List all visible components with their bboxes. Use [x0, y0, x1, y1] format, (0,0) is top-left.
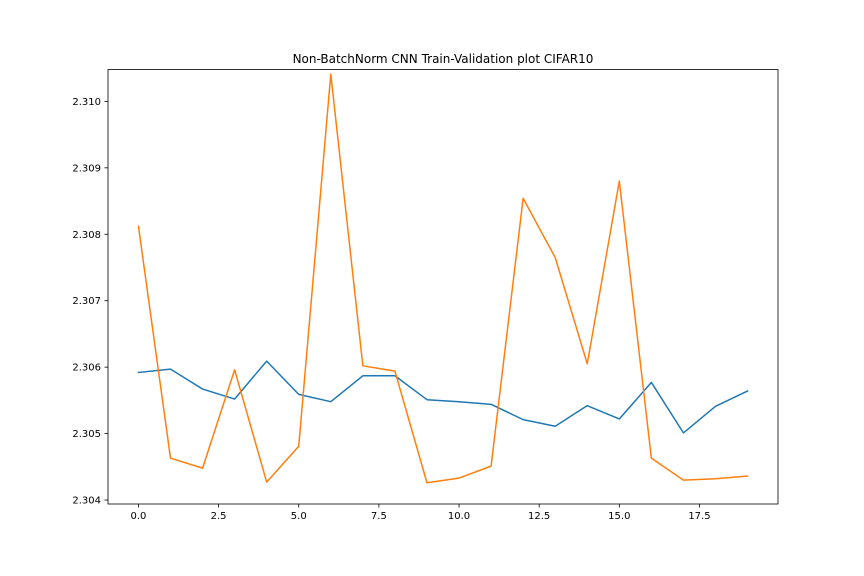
series-layer	[137, 73, 749, 484]
x-tick-label: 2.5	[211, 511, 227, 522]
x-tick-label: 12.5	[528, 511, 550, 522]
y-tick-label: 2.306	[72, 363, 101, 374]
y-tick-label: 2.307	[72, 296, 101, 307]
x-tick-label: 0.0	[131, 511, 147, 522]
series-line-2	[137, 73, 749, 484]
x-tick-label: 17.5	[688, 511, 710, 522]
y-tick-label: 2.309	[72, 163, 101, 174]
y-tick-label: 2.308	[72, 230, 101, 241]
y-tick-label: 2.305	[72, 429, 101, 440]
y-tick-label: 2.310	[72, 97, 101, 108]
series-line-1	[137, 360, 749, 434]
axes-frame	[107, 69, 779, 505]
x-tick-label: 15.0	[608, 511, 630, 522]
y-tick-label: 2.304	[72, 496, 101, 507]
x-tick-label: 10.0	[448, 511, 470, 522]
chart-title: Non-BatchNorm CNN Train-Validation plot …	[293, 52, 594, 66]
y-axis: 2.304 2.305 2.306 2.307 2.308 2.309 2.310	[72, 97, 108, 507]
x-axis: 0.0 2.5 5.0 7.5 10.0 12.5 15.0 17.5	[131, 504, 711, 522]
x-tick-label: 5.0	[291, 511, 307, 522]
x-tick-label: 7.5	[371, 511, 387, 522]
plot-area-border	[107, 69, 779, 505]
